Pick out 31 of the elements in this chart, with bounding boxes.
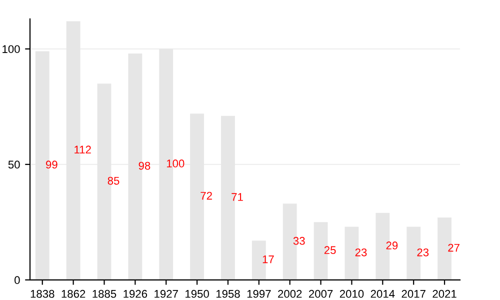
data-label: 85 (108, 176, 120, 185)
x-tick-label: 2010 (340, 290, 364, 298)
x-tick-label: 1958 (216, 290, 240, 298)
x-tick-label: 2014 (370, 290, 395, 298)
data-label: 112 (74, 146, 91, 154)
x-tick-label: 1838 (30, 290, 54, 298)
x-tick-label: 2017 (402, 290, 426, 298)
x-tick-label: 1926 (124, 290, 148, 298)
data-label: 100 (166, 160, 184, 168)
x-tick-label: 2002 (278, 290, 302, 298)
y-tick-label: 100 (2, 45, 20, 54)
data-label: 23 (355, 248, 367, 256)
x-tick-label: 1927 (154, 290, 178, 298)
data-label: 25 (324, 246, 336, 254)
data-label: 17 (262, 255, 274, 264)
data-label: 98 (138, 162, 150, 170)
y-tick-label: 0 (14, 276, 20, 284)
x-tick-label: 1885 (92, 290, 116, 298)
data-label: 72 (200, 192, 212, 200)
data-label: 71 (232, 193, 243, 201)
x-tick-label: 2021 (432, 290, 456, 298)
data-label: 23 (417, 248, 429, 256)
x-tick-label: 2007 (308, 290, 333, 298)
data-label: 99 (46, 160, 58, 169)
x-tick-label: 1997 (247, 290, 271, 298)
data-label: 33 (293, 236, 305, 245)
x-tick-label: 1950 (186, 290, 209, 298)
data-label: 29 (386, 242, 398, 250)
data-label: 27 (448, 244, 460, 252)
y-tick-label: 50 (8, 160, 20, 169)
x-tick-label: 1862 (62, 290, 86, 298)
